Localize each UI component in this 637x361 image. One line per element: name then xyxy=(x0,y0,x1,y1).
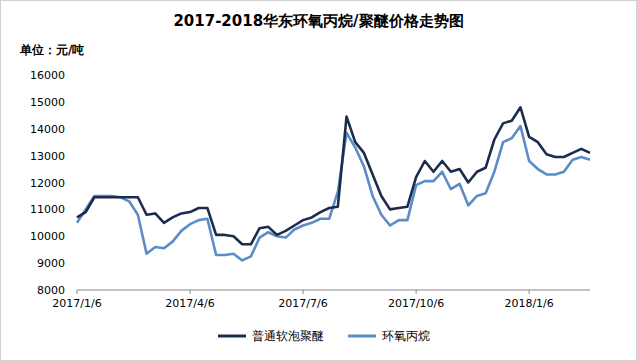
x-tick-label: 2017/1/6 xyxy=(52,297,101,310)
legend-label: 环氧丙烷 xyxy=(382,329,430,343)
y-tick-label: 15000 xyxy=(30,96,65,109)
y-tick-label: 8000 xyxy=(37,284,65,297)
x-tick xyxy=(303,290,304,294)
x-tick xyxy=(529,290,530,294)
legend-swatch xyxy=(348,335,376,338)
y-tick-label: 10000 xyxy=(30,230,65,243)
legend-label: 普通软泡聚醚 xyxy=(252,329,324,343)
chart: 2017-2018华东环氧丙烷/聚醚价格走势图单位：元/吨 8000 9000 100… xyxy=(0,0,637,361)
x-axis xyxy=(77,290,590,291)
y-label: 单位：元/吨 xyxy=(19,43,84,57)
y-tick-label: 13000 xyxy=(30,150,65,163)
x-tick-label: 2017/10/6 xyxy=(388,297,444,310)
plot-area xyxy=(77,107,590,260)
y-tick-label: 12000 xyxy=(30,177,65,190)
x-tick-label: 2017/7/6 xyxy=(278,297,327,310)
x-tick-label: 2017/4/6 xyxy=(165,297,214,310)
x-tick-label: 2018/1/6 xyxy=(504,297,553,310)
series-line xyxy=(77,107,590,244)
frame xyxy=(1,1,637,361)
title: 2017-2018华东环氧丙烷/聚醚价格走势图 xyxy=(173,12,463,30)
y-tick-label: 16000 xyxy=(30,69,65,82)
series-line xyxy=(77,126,590,260)
x-tick xyxy=(416,290,417,294)
y-tick-label: 9000 xyxy=(37,257,65,270)
x-tick xyxy=(77,290,78,294)
legend-swatch xyxy=(218,335,246,338)
x-tick xyxy=(190,290,191,294)
y-tick-label: 14000 xyxy=(30,123,65,136)
y-tick-label: 11000 xyxy=(30,203,65,216)
